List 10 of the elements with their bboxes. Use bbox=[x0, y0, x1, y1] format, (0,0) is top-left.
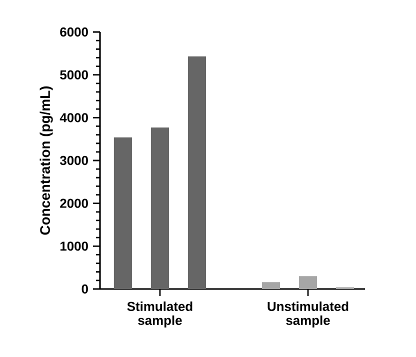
x-tick-label: Unstimulated sample bbox=[268, 302, 348, 328]
y-tick-label: 3000 bbox=[60, 156, 88, 166]
y-tick-label: 2000 bbox=[60, 198, 88, 208]
y-tick-label: 6000 bbox=[60, 27, 88, 37]
y-tick-label: 4000 bbox=[60, 113, 88, 122]
y-tick-label: 0 bbox=[82, 284, 88, 294]
x-tick-label: Stimulated sample bbox=[127, 302, 192, 328]
y-tick-label: 1000 bbox=[60, 242, 88, 251]
y-axis-title: Concentration (pg/mL) bbox=[40, 86, 53, 235]
y-tick-label: 5000 bbox=[60, 70, 88, 80]
